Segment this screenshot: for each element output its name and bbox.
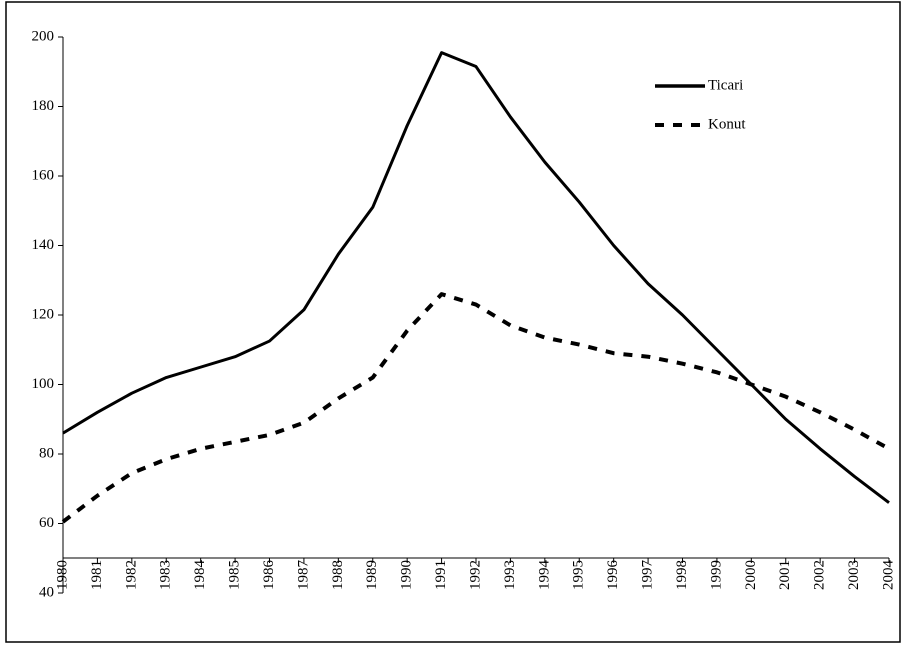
- y-tick-label: 40: [39, 584, 54, 600]
- legend-label: Konut: [708, 116, 746, 132]
- x-tick-label: 1985: [227, 560, 243, 590]
- x-tick-label: 1989: [364, 560, 380, 590]
- x-tick-label: 1997: [640, 560, 656, 591]
- x-tick-label: 2003: [846, 560, 862, 590]
- x-tick-label: 1981: [89, 560, 105, 590]
- y-tick-label: 60: [39, 515, 54, 531]
- x-tick-label: 1988: [330, 560, 346, 590]
- y-tick-label: 180: [32, 98, 55, 114]
- x-tick-label: 1992: [467, 560, 483, 590]
- x-tick-label: 2002: [812, 560, 828, 590]
- x-tick-label: 1999: [708, 560, 724, 590]
- y-tick-label: 200: [32, 28, 55, 44]
- series-line: [61, 292, 890, 524]
- x-tick-label: 1994: [536, 560, 552, 591]
- x-tick-label: 1998: [674, 560, 690, 590]
- x-tick-label: 1984: [192, 560, 208, 591]
- series-line: [62, 51, 890, 504]
- x-tick-label: 1986: [261, 560, 277, 591]
- x-tick-label: 1987: [295, 560, 311, 591]
- x-tick-label: 1990: [399, 560, 415, 590]
- chart-border: [5, 1, 901, 643]
- x-tick-label: 2001: [777, 560, 793, 590]
- x-tick-label: 1980: [54, 560, 70, 590]
- y-tick-label: 100: [32, 376, 55, 392]
- x-tick-label: 1983: [158, 560, 174, 590]
- y-tick-label: 80: [39, 445, 54, 461]
- legend-label: Ticari: [708, 77, 743, 93]
- x-tick-label: 2004: [880, 560, 896, 591]
- y-tick-label: 140: [32, 237, 55, 253]
- y-tick-label: 120: [32, 306, 55, 322]
- x-tick-label: 1996: [605, 560, 621, 591]
- x-tick-label: 2000: [743, 560, 759, 590]
- x-tick-label: 1982: [123, 560, 139, 590]
- x-tick-label: 1995: [571, 560, 587, 590]
- x-tick-label: 1991: [433, 560, 449, 590]
- y-tick-label: 160: [32, 167, 55, 183]
- x-tick-label: 1993: [502, 560, 518, 590]
